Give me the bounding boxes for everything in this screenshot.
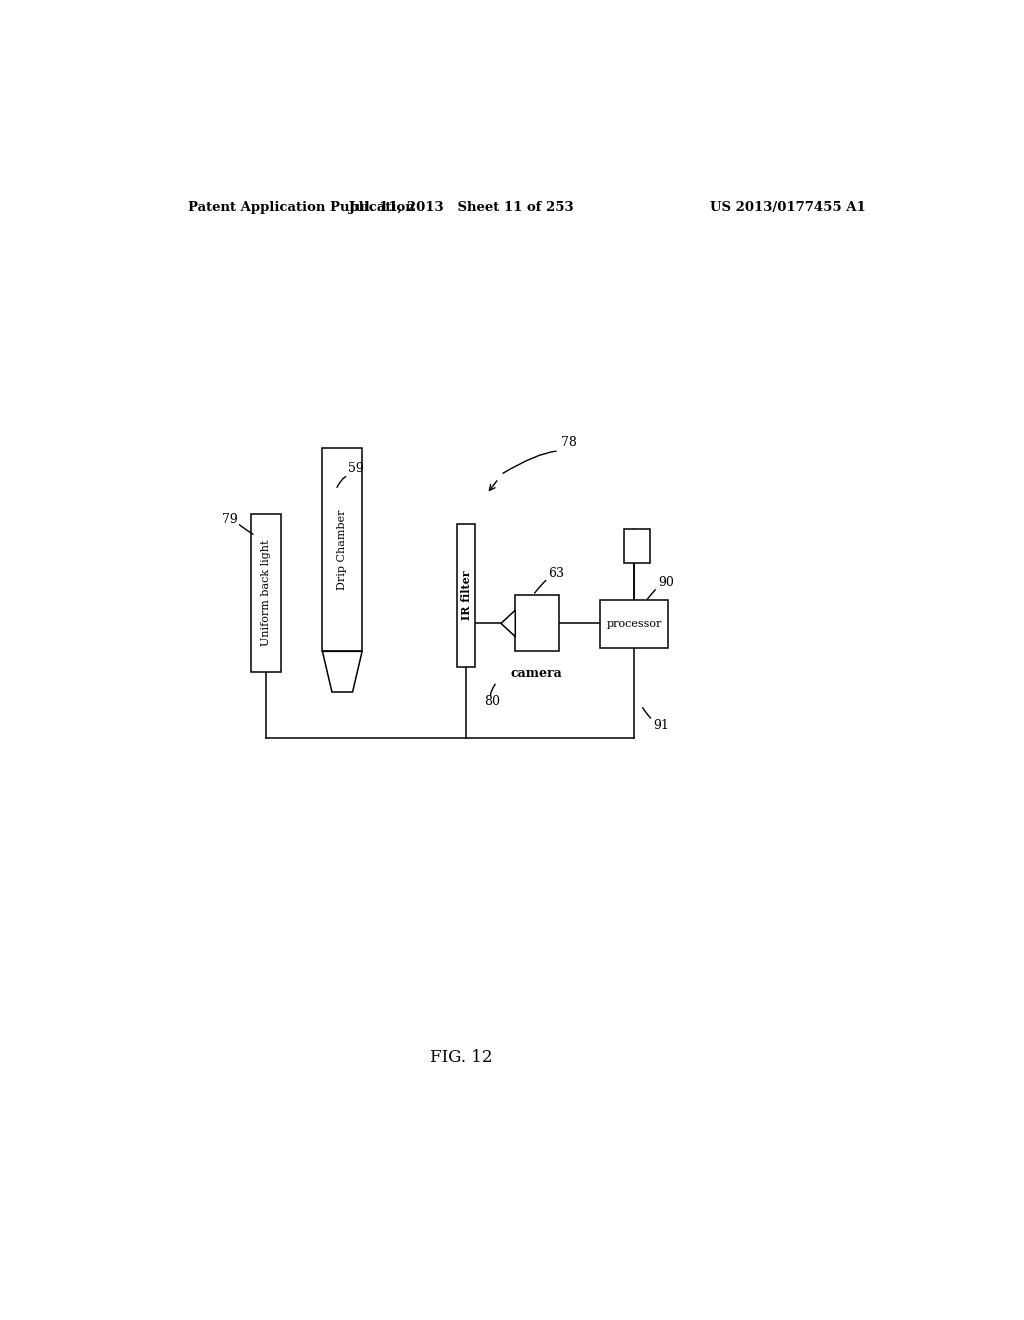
- Text: US 2013/0177455 A1: US 2013/0177455 A1: [711, 201, 866, 214]
- Text: processor: processor: [606, 619, 662, 628]
- Text: Patent Application Publication: Patent Application Publication: [187, 201, 415, 214]
- Text: Drip Chamber: Drip Chamber: [337, 510, 347, 590]
- Text: FIG. 12: FIG. 12: [430, 1049, 493, 1067]
- Bar: [251, 513, 282, 672]
- Text: 90: 90: [658, 576, 674, 589]
- Text: 91: 91: [653, 719, 670, 733]
- Text: Jul. 11, 2013   Sheet 11 of 253: Jul. 11, 2013 Sheet 11 of 253: [349, 201, 573, 214]
- Text: IR filter: IR filter: [461, 570, 472, 620]
- Text: 80: 80: [484, 694, 501, 708]
- Text: camera: camera: [511, 667, 562, 680]
- Bar: [458, 524, 475, 667]
- Text: 63: 63: [549, 566, 564, 579]
- Bar: [624, 529, 650, 562]
- Bar: [600, 599, 668, 648]
- Text: 78: 78: [560, 437, 577, 450]
- Text: Uniform back light: Uniform back light: [261, 540, 271, 647]
- Text: 79: 79: [221, 512, 238, 525]
- Text: 59: 59: [348, 462, 364, 475]
- Bar: [515, 595, 559, 651]
- Polygon shape: [323, 651, 362, 692]
- Bar: [323, 447, 362, 651]
- Polygon shape: [501, 610, 515, 636]
